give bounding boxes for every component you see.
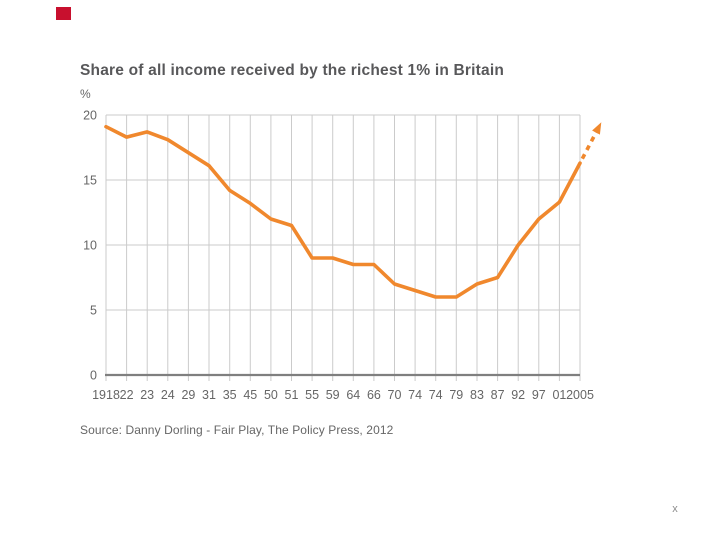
x-tick-label: 24 [161,388,175,402]
red-accent-square [56,7,71,20]
x-tick-label: 35 [223,388,237,402]
close-button[interactable]: x [672,503,678,515]
x-tick-label: 31 [202,388,216,402]
y-tick-label: 5 [90,304,97,318]
x-tick-label: 45 [243,388,257,402]
x-tick-label: 79 [449,388,463,402]
x-tick-label: 1918 [92,388,120,402]
x-tick-label: 51 [285,388,299,402]
x-tick-label: 83 [470,388,484,402]
y-tick-label: 20 [83,109,97,123]
trend-arrow-head [592,122,602,135]
x-tick-label: 29 [181,388,195,402]
x-tick-label: 74 [429,388,443,402]
y-tick-label: 0 [90,369,97,383]
income-share-line [104,124,582,299]
chart-title: Share of all income received by the rich… [80,62,505,79]
x-tick-label: 92 [511,388,525,402]
x-tick-label: 70 [388,388,402,402]
x-tick-label: 64 [346,388,360,402]
x-tick-label: 55 [305,388,319,402]
x-tick-label: 23 [140,388,154,402]
source-caption: Source: Danny Dorling - Fair Play, The P… [80,423,394,437]
x-tick-label: 2005 [566,388,594,402]
x-tick-label: 87 [491,388,505,402]
x-tick-label: 01 [552,388,566,402]
x-tick-label: 59 [326,388,340,402]
x-tick-label: 50 [264,388,278,402]
y-tick-label: 10 [83,239,97,253]
y-axis-unit-label: % [80,87,91,101]
x-tick-label: 97 [532,388,546,402]
x-tick-label: 22 [120,388,134,402]
x-tick-label: 74 [408,388,422,402]
x-tick-label: 66 [367,388,381,402]
trend-arrow-dashes [580,130,599,160]
y-tick-label: 15 [83,174,97,188]
